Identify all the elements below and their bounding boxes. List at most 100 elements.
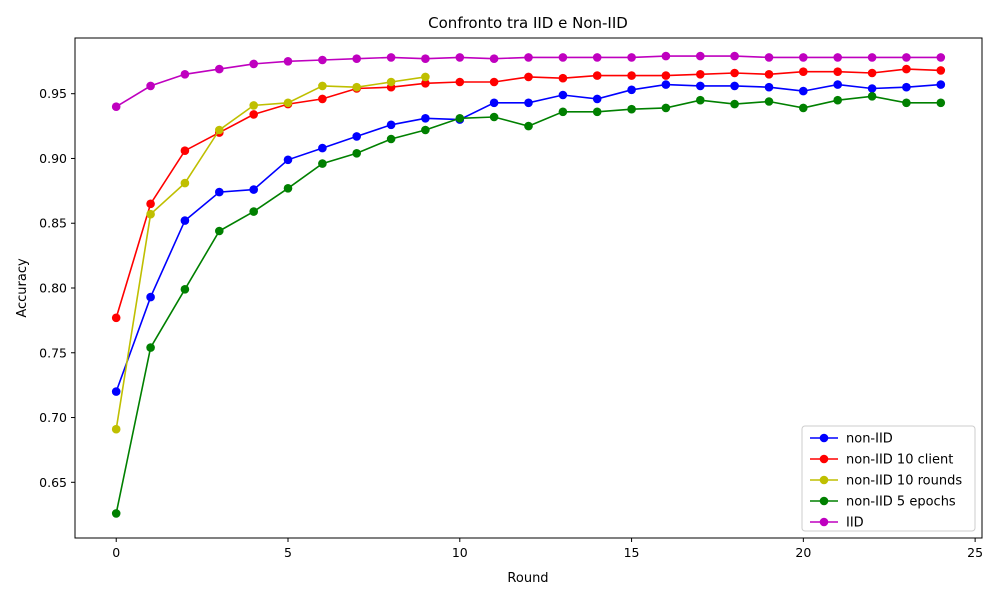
data-point <box>627 104 636 114</box>
data-point <box>352 132 362 141</box>
data-point <box>352 82 362 92</box>
data-point <box>592 53 602 62</box>
y-tick-label: 0.85 <box>39 216 67 231</box>
data-point <box>833 53 842 62</box>
data-point <box>833 80 842 89</box>
data-point <box>730 99 739 109</box>
series-layer <box>111 51 946 518</box>
x-tick-label: 5 <box>284 545 292 560</box>
series-1 <box>111 64 946 323</box>
data-point <box>696 70 705 79</box>
data-point <box>627 53 636 62</box>
data-point <box>524 121 533 131</box>
data-point <box>730 81 739 91</box>
y-axis: 0.65 0.70 0.75 0.80 0.85 0.90 0.95 <box>39 86 75 490</box>
data-point <box>627 85 636 95</box>
data-point <box>936 98 946 108</box>
data-point <box>902 82 911 92</box>
data-point <box>146 199 155 209</box>
data-point <box>902 98 911 108</box>
data-point <box>386 77 396 87</box>
data-point <box>421 114 430 123</box>
data-point <box>111 509 121 518</box>
series-line <box>115 83 941 392</box>
data-point <box>867 68 877 78</box>
legend-swatch-marker <box>819 454 829 464</box>
data-point <box>318 159 327 168</box>
data-point <box>661 51 671 61</box>
data-point <box>421 79 430 88</box>
data-point <box>764 82 774 92</box>
y-tick-label: 0.80 <box>39 281 67 296</box>
legend-box <box>801 425 976 532</box>
data-point <box>558 90 568 100</box>
data-point <box>764 97 774 106</box>
legend-swatch-marker <box>819 496 829 506</box>
data-point <box>696 51 705 61</box>
data-point <box>249 207 258 216</box>
data-point <box>455 114 465 123</box>
data-point <box>799 53 808 62</box>
data-point <box>421 54 430 63</box>
data-point <box>902 64 911 74</box>
data-point <box>592 94 602 104</box>
data-point <box>764 70 774 79</box>
x-tick-label: 25 <box>967 545 983 560</box>
data-point <box>283 57 293 66</box>
x-tick-label: 15 <box>624 545 640 560</box>
x-tick-label: 10 <box>452 545 468 560</box>
data-point <box>146 81 155 91</box>
data-point <box>249 110 258 119</box>
legend-swatch-marker <box>819 475 829 485</box>
legend-swatch-marker <box>819 433 829 443</box>
data-point <box>524 98 533 108</box>
data-point <box>386 134 396 144</box>
data-point <box>799 86 808 96</box>
y-tick-label: 0.65 <box>39 475 67 490</box>
y-tick-label: 0.95 <box>39 86 67 101</box>
series-3 <box>111 92 946 518</box>
series-4 <box>111 51 946 111</box>
x-tick-label: 20 <box>795 545 811 560</box>
data-point <box>489 112 499 122</box>
data-point <box>558 107 568 117</box>
data-point <box>833 67 842 76</box>
legend-label: IID <box>846 516 864 531</box>
data-point <box>936 53 946 62</box>
data-point <box>524 53 533 62</box>
data-point <box>867 92 877 101</box>
data-point <box>592 71 602 80</box>
data-point <box>111 387 121 396</box>
data-point <box>421 125 430 135</box>
data-point <box>180 216 190 225</box>
legend-label: non-IID 5 epochs <box>846 495 956 510</box>
data-point <box>111 102 121 111</box>
data-point <box>696 95 705 105</box>
data-point <box>661 80 671 89</box>
data-point <box>249 59 258 69</box>
data-point <box>627 71 636 80</box>
data-point <box>180 285 190 294</box>
data-point <box>455 77 465 87</box>
data-point <box>730 51 739 61</box>
data-point <box>696 81 705 91</box>
legend-swatch-marker <box>819 517 829 527</box>
data-point <box>386 120 396 130</box>
data-point <box>867 53 877 62</box>
data-point <box>215 64 224 74</box>
data-point <box>489 98 499 108</box>
data-point <box>283 98 293 108</box>
data-point <box>386 53 396 62</box>
data-point <box>249 185 258 194</box>
data-point <box>867 84 877 93</box>
data-point <box>283 155 293 165</box>
data-point <box>249 101 258 110</box>
chart-title: Confronto tra IID e Non-IID <box>428 14 628 32</box>
data-point <box>558 73 568 83</box>
legend-label: non-IID <box>846 432 893 447</box>
series-0 <box>111 80 946 396</box>
data-point <box>902 53 911 62</box>
x-tick-label: 0 <box>112 545 120 560</box>
data-point <box>146 292 155 302</box>
